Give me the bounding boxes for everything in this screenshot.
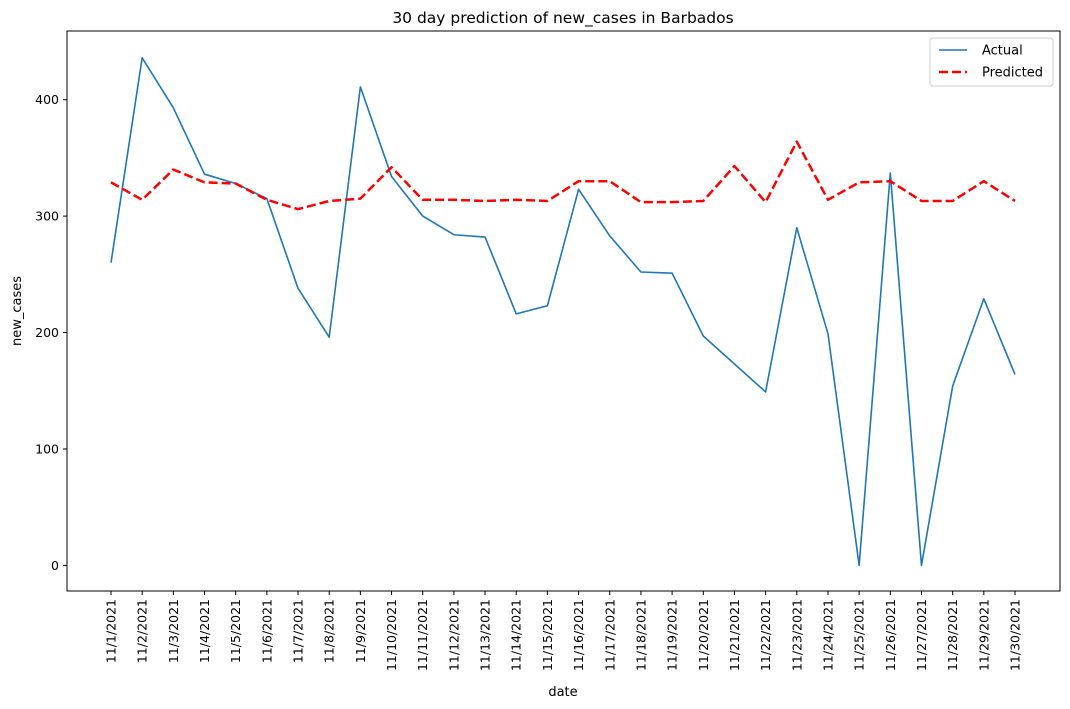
x-tick-label: 11/2/2021 [135, 599, 150, 663]
x-tick-label: 11/25/2021 [852, 599, 867, 671]
x-tick-label: 11/21/2021 [727, 599, 742, 671]
y-tick-label: 0 [51, 558, 59, 573]
x-tick-label: 11/1/2021 [104, 599, 119, 663]
x-tick-label: 11/12/2021 [446, 599, 461, 671]
x-tick-label: 11/5/2021 [228, 599, 243, 663]
x-tick-label: 11/27/2021 [914, 599, 929, 671]
y-tick-label: 100 [35, 441, 59, 456]
x-tick-label: 11/20/2021 [696, 599, 711, 671]
y-tick-label: 300 [35, 209, 59, 224]
y-axis: 0 100 200 300 400 [35, 92, 67, 573]
y-tick-label: 400 [35, 92, 59, 107]
chart-title: 30 day prediction of new_cases in Barbad… [392, 9, 733, 28]
x-tick-label: 11/29/2021 [976, 599, 991, 671]
x-tick-label: 11/13/2021 [478, 599, 493, 671]
legend: Actual Predicted [929, 37, 1054, 87]
x-tick-label: 11/4/2021 [197, 599, 212, 663]
x-tick-label: 11/10/2021 [384, 599, 399, 671]
x-tick-label: 11/26/2021 [883, 599, 898, 671]
x-tick-label: 11/23/2021 [789, 599, 804, 671]
x-axis-title: date [548, 685, 577, 700]
x-tick-label: 11/19/2021 [665, 599, 680, 671]
x-tick-label: 11/15/2021 [540, 599, 555, 671]
x-tick-label: 11/9/2021 [353, 599, 368, 663]
x-tick-label: 11/14/2021 [509, 599, 524, 671]
series-lines [110, 56, 1016, 567]
x-tick-label: 11/18/2021 [633, 599, 648, 671]
series-line-predicted [110, 140, 1016, 211]
y-axis-title: new_cases [10, 276, 25, 346]
x-tick-label: 11/24/2021 [820, 599, 835, 671]
series-line-actual [110, 56, 1016, 567]
x-tick-label: 11/6/2021 [259, 599, 274, 663]
x-tick-label: 11/8/2021 [322, 599, 337, 663]
legend-label-predicted: Predicted [982, 66, 1043, 81]
x-tick-label: 11/22/2021 [758, 599, 773, 671]
plot-area [66, 30, 1061, 592]
x-tick-label: 11/7/2021 [291, 599, 306, 663]
x-tick-label: 11/16/2021 [571, 599, 586, 671]
x-tick-label: 11/30/2021 [1008, 599, 1023, 671]
legend-label-actual: Actual [982, 44, 1023, 59]
y-tick-label: 200 [35, 325, 59, 340]
x-tick-label: 11/3/2021 [166, 599, 181, 663]
x-tick-label: 11/17/2021 [602, 599, 617, 671]
x-tick-label: 11/28/2021 [945, 599, 960, 671]
x-tick-label: 11/11/2021 [415, 599, 430, 671]
x-axis: 11/1/2021 11/2/2021 11/3/2021 11/4/2021 11/5… [104, 591, 1023, 671]
